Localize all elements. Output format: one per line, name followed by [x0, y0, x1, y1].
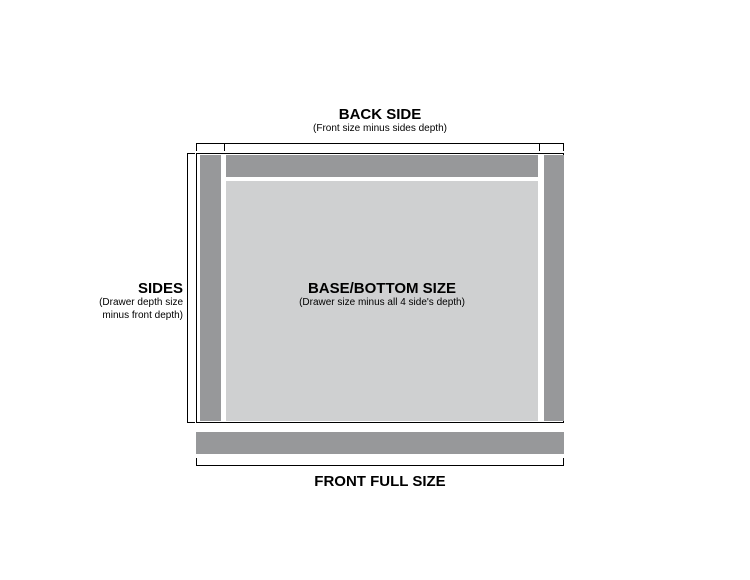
- label-front-title: FRONT FULL SIZE: [196, 473, 564, 490]
- bracket-sides: [187, 153, 195, 423]
- label-sides-sub: (Drawer depth size minus front depth): [88, 297, 183, 322]
- label-front: FRONT FULL SIZE: [196, 473, 564, 490]
- label-base-sub: (Drawer size minus all 4 side's depth): [226, 297, 538, 308]
- bracket-front-full: [196, 458, 564, 466]
- label-back: BACK SIDE (Front size minus sides depth): [196, 106, 564, 134]
- side-panel-right: [544, 155, 565, 421]
- bracket-top-full: [196, 143, 564, 151]
- back-panel: [226, 155, 538, 177]
- label-back-sub: (Front size minus sides depth): [196, 123, 564, 134]
- label-back-title: BACK SIDE: [196, 106, 564, 123]
- label-base: BASE/BOTTOM SIZE (Drawer size minus all …: [226, 280, 538, 308]
- label-sides: SIDES (Drawer depth size minus front dep…: [88, 280, 183, 322]
- label-sides-title: SIDES: [88, 280, 183, 297]
- label-base-title: BASE/BOTTOM SIZE: [226, 280, 538, 297]
- side-panel-left: [200, 155, 221, 421]
- front-panel: [196, 432, 564, 454]
